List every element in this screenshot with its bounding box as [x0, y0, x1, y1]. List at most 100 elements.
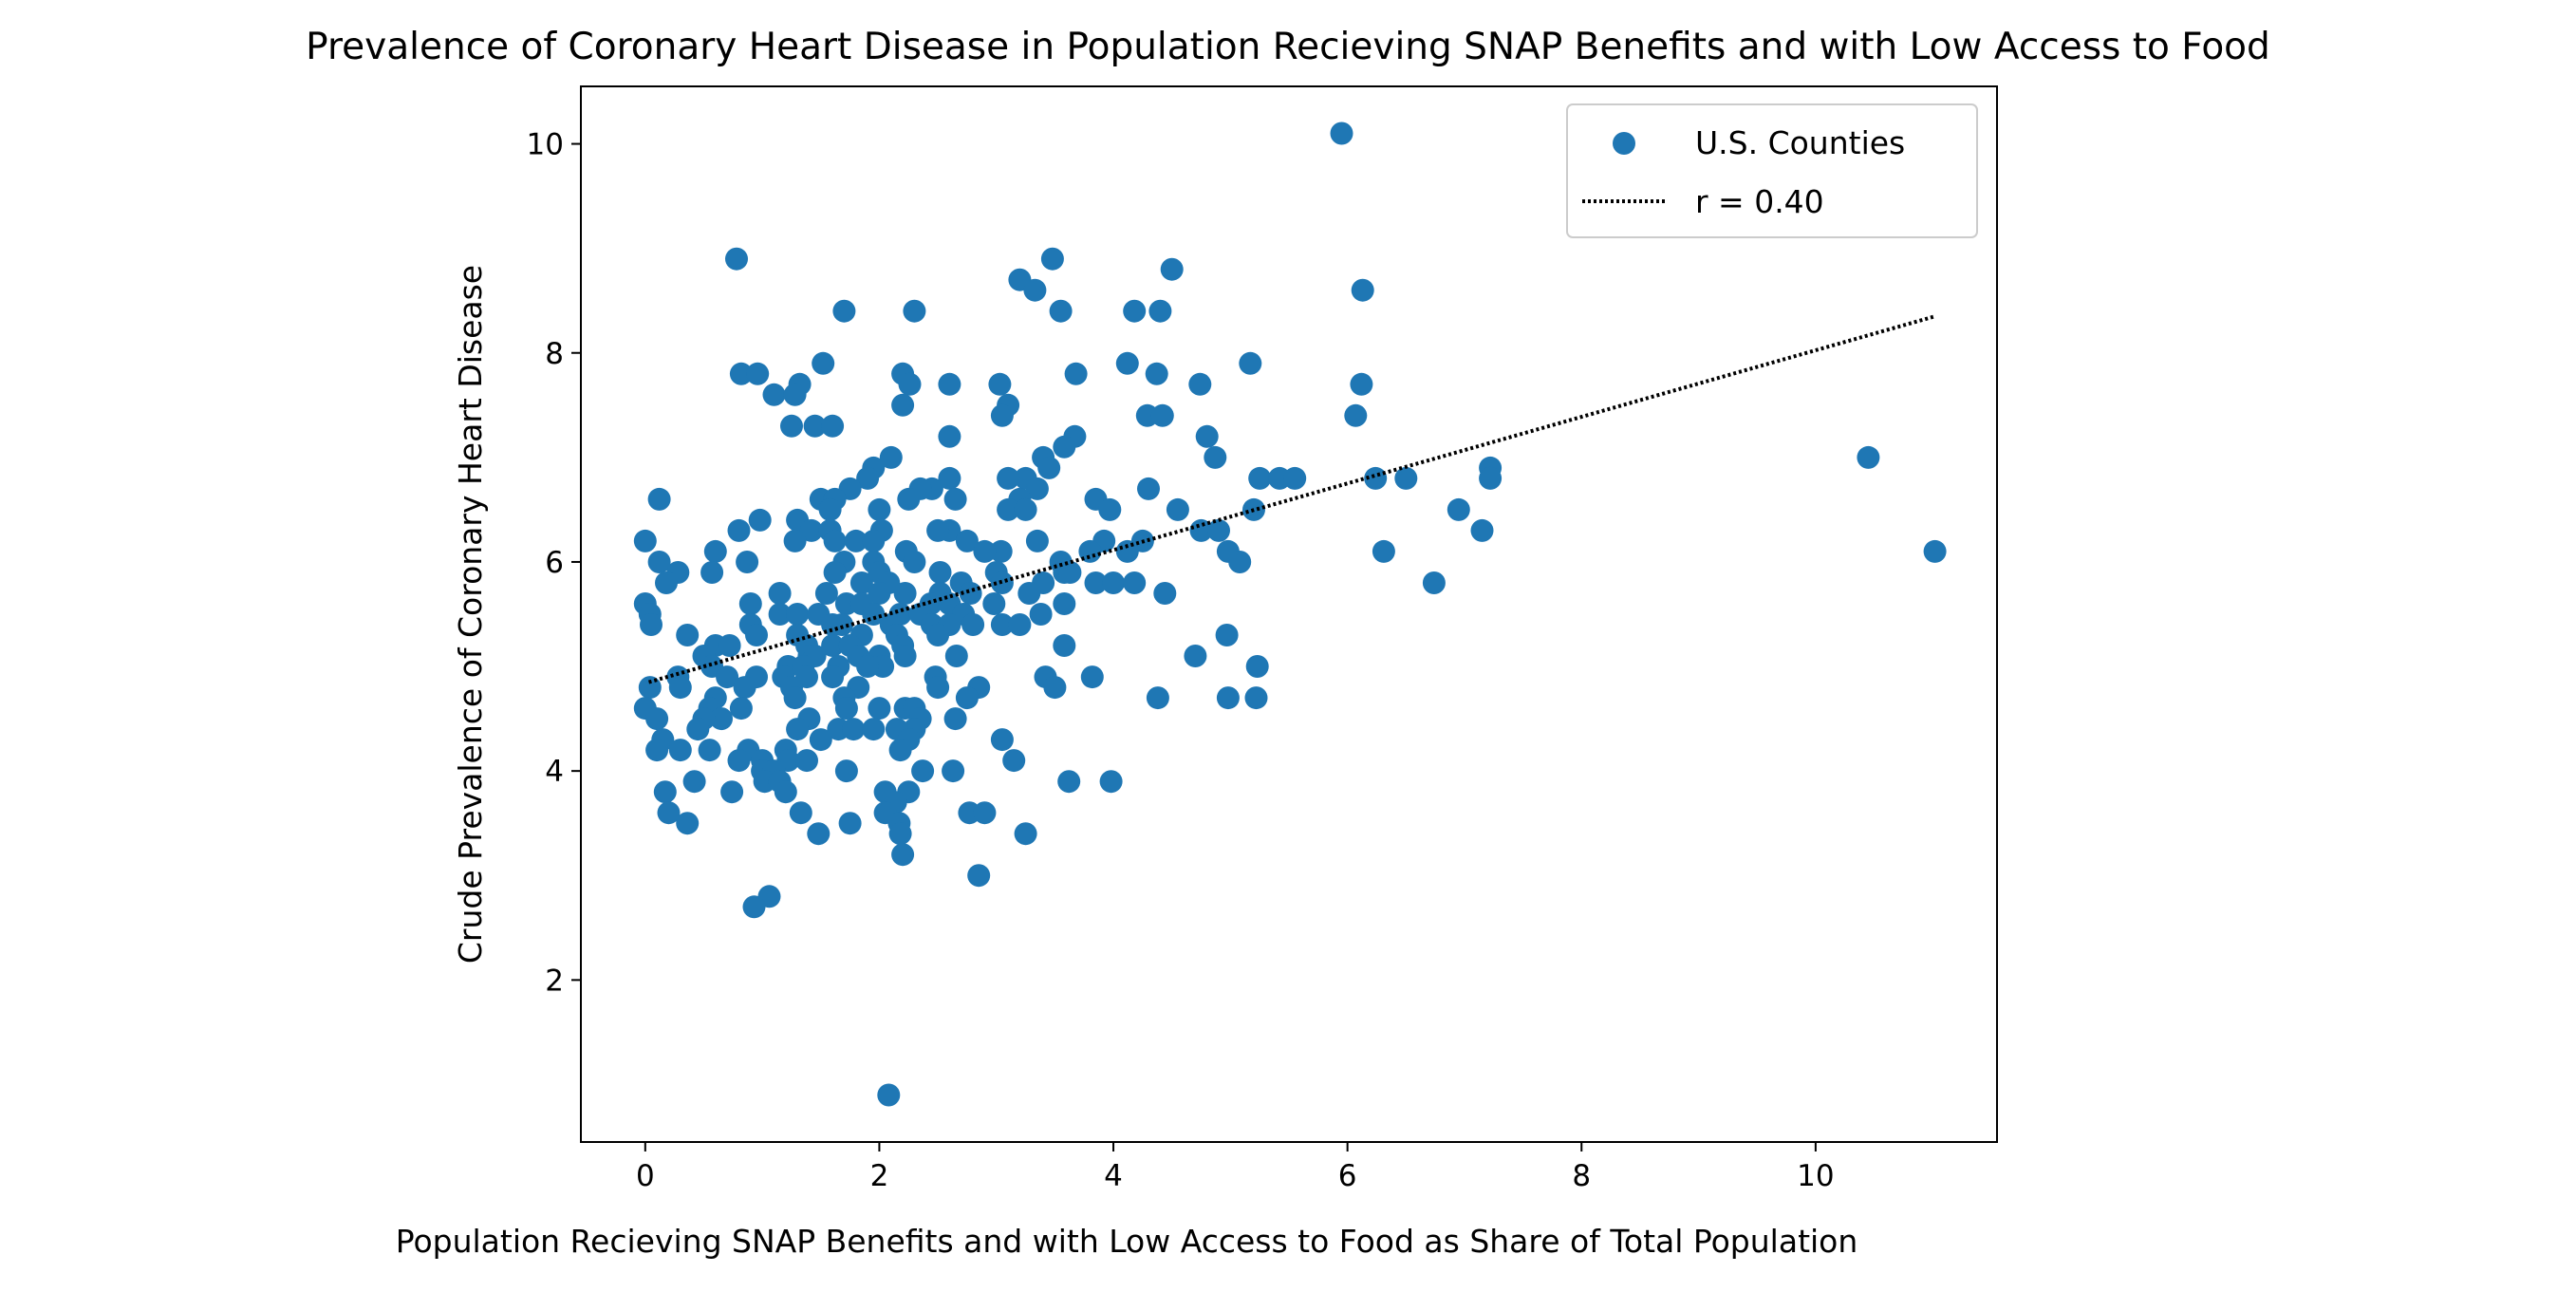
data-point — [1049, 299, 1073, 323]
data-point — [814, 582, 838, 605]
data-point — [1017, 582, 1041, 605]
data-point — [1080, 665, 1104, 689]
y-tick-label: 8 — [545, 337, 564, 371]
data-point — [748, 508, 772, 532]
data-point — [973, 801, 997, 825]
data-point — [973, 539, 997, 563]
data-point — [1014, 497, 1037, 521]
data-point — [1064, 362, 1088, 385]
x-tick-label: 6 — [1338, 1159, 1357, 1193]
data-point — [928, 561, 952, 584]
data-point — [1025, 477, 1049, 500]
data-point — [955, 529, 979, 552]
x-tick-label: 2 — [870, 1159, 889, 1193]
data-point — [774, 780, 797, 804]
data-point — [1102, 571, 1125, 594]
data-point — [729, 697, 753, 721]
data-point — [955, 686, 979, 710]
data-point — [856, 655, 880, 678]
data-point — [1160, 257, 1184, 281]
data-point — [1470, 518, 1494, 542]
data-point — [1330, 122, 1353, 145]
data-point — [856, 466, 880, 490]
data-point — [842, 718, 866, 741]
data-point — [911, 759, 935, 783]
data-point — [989, 539, 1013, 563]
data-point — [1078, 539, 1102, 563]
data-point — [897, 487, 921, 511]
data-point — [647, 487, 671, 511]
data-point — [686, 718, 710, 741]
data-point — [1248, 466, 1272, 490]
data-point — [834, 759, 858, 783]
x-tick-label: 10 — [1797, 1159, 1834, 1193]
data-point — [879, 445, 903, 469]
data-point — [668, 739, 692, 762]
data-point — [1204, 445, 1227, 469]
data-point — [653, 780, 677, 804]
data-point — [1239, 351, 1262, 375]
data-point — [1058, 561, 1082, 584]
data-point — [742, 895, 766, 919]
data-point — [862, 603, 886, 626]
data-point — [1479, 466, 1503, 490]
data-point — [1008, 613, 1032, 636]
data-point — [1029, 603, 1053, 626]
data-point — [718, 634, 741, 657]
data-point — [832, 299, 856, 323]
data-point — [745, 624, 768, 646]
data-point — [725, 247, 748, 271]
data-point — [938, 424, 961, 448]
data-point — [1195, 424, 1219, 448]
data-point — [1344, 403, 1368, 427]
trend-line — [647, 314, 1936, 684]
x-axis-label: Population Recieving SNAP Benefits and w… — [396, 1223, 1858, 1260]
data-point — [786, 718, 810, 741]
data-point — [1099, 770, 1123, 794]
data-point — [655, 571, 678, 594]
data-point — [990, 728, 1014, 752]
legend: U.S. Counties r = 0.40 — [1566, 103, 1978, 238]
data-point — [786, 603, 810, 626]
data-point — [1014, 822, 1037, 846]
data-point — [716, 665, 739, 689]
data-point — [1216, 686, 1240, 710]
legend-label-trend: r = 0.40 — [1695, 183, 1824, 220]
data-point — [738, 592, 762, 615]
data-point — [893, 645, 917, 667]
data-point — [640, 613, 663, 636]
data-point — [898, 372, 922, 396]
data-point — [1188, 372, 1212, 396]
y-axis-label: Crude Prevalence of Coronary Heart Disea… — [452, 265, 489, 964]
data-point — [877, 1083, 901, 1107]
data-point — [903, 551, 926, 573]
data-point — [1184, 645, 1207, 667]
data-point — [727, 749, 751, 773]
data-point — [1053, 634, 1076, 657]
scatter-points — [633, 122, 1947, 1107]
data-point — [768, 582, 792, 605]
data-point — [1228, 551, 1252, 573]
data-point — [849, 571, 873, 594]
data-point — [818, 497, 842, 521]
data-point — [1207, 518, 1230, 542]
data-point — [926, 518, 950, 542]
data-point — [710, 707, 733, 731]
data-point — [657, 801, 681, 825]
data-point — [990, 403, 1014, 427]
data-point — [1350, 372, 1373, 396]
data-point — [943, 707, 967, 731]
data-point — [823, 529, 847, 552]
data-point — [961, 613, 985, 636]
data-point — [1244, 686, 1268, 710]
data-point — [1245, 655, 1269, 678]
data-point — [1148, 299, 1172, 323]
data-point — [938, 466, 961, 490]
data-point — [1053, 435, 1076, 459]
data-point — [888, 739, 912, 762]
data-point — [638, 676, 662, 700]
data-point — [868, 497, 891, 521]
data-point — [1923, 539, 1947, 563]
data-point — [1057, 770, 1081, 794]
legend-marker-points — [1613, 132, 1635, 155]
